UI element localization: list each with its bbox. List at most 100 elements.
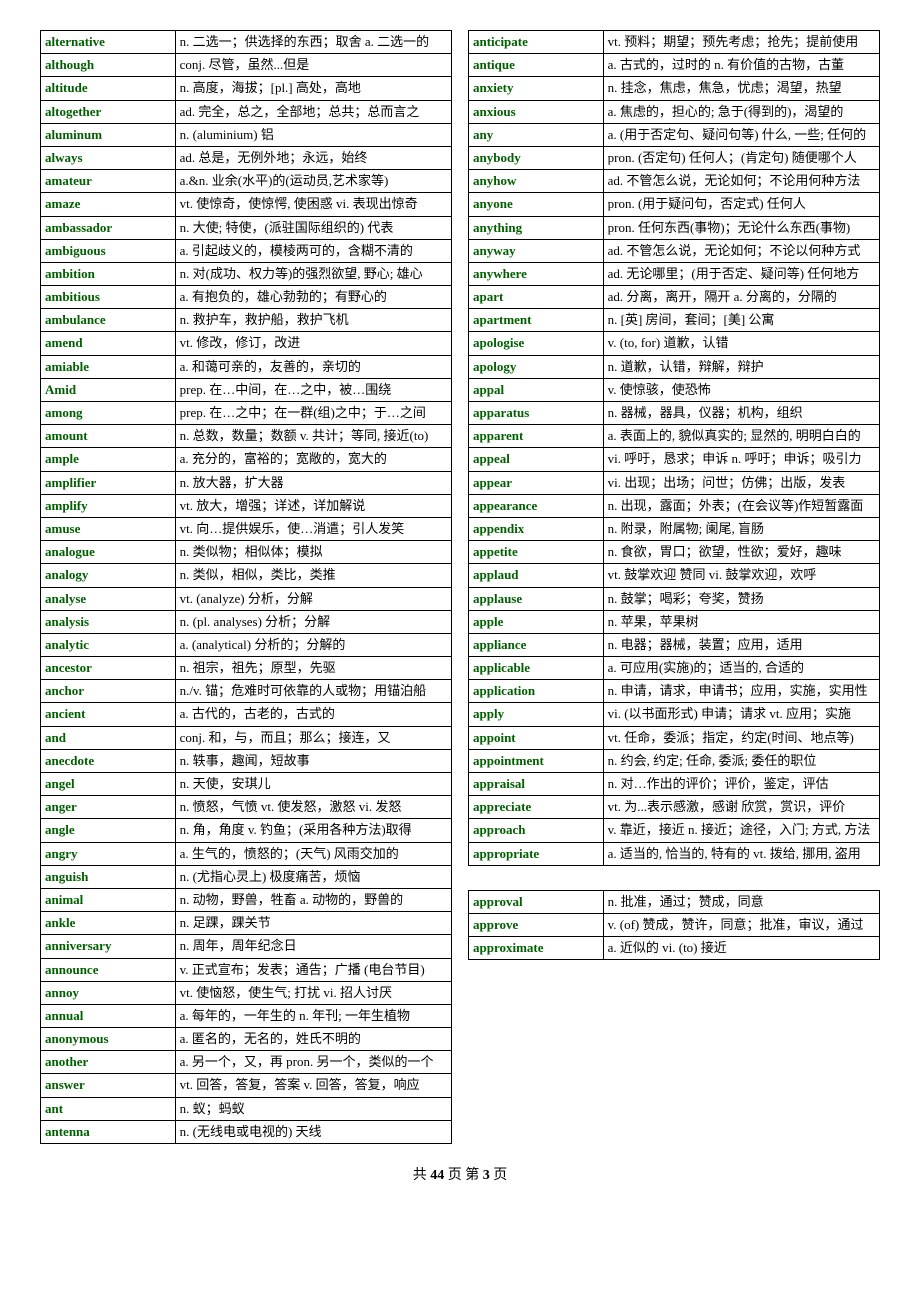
definition-cell: ad. 不管怎么说，无论如何；不论以何种方式 (603, 239, 879, 262)
word-cell: ancestor (41, 657, 176, 680)
word-cell: answer (41, 1074, 176, 1097)
definition-cell: v. (of) 赞成，赞许，同意；批准，审议，通过 (603, 913, 879, 936)
definition-cell: vt. (analyze) 分析，分解 (175, 587, 451, 610)
table-row: apologyn. 道歉，认错，辩解，辩护 (469, 355, 880, 378)
definition-cell: a. 匿名的，无名的，姓氏不明的 (175, 1028, 451, 1051)
definition-cell: n. 足踝，踝关节 (175, 912, 451, 935)
word-cell: apologise (469, 332, 604, 355)
word-cell: approve (469, 913, 604, 936)
definition-cell: n. 愤怒，气愤 vt. 使发怒，激怒 vi. 发怒 (175, 796, 451, 819)
definition-cell: n. 高度，海拔；[pl.] 高处，高地 (175, 77, 451, 100)
word-cell: anecdote (41, 749, 176, 772)
page-footer: 共 44 页 第 3 页 (40, 1164, 880, 1204)
word-cell: any (469, 123, 604, 146)
table-row: appendixn. 附录，附属物; 阑尾, 盲肠 (469, 517, 880, 540)
word-cell: amplifier (41, 471, 176, 494)
table-row: answervt. 回答，答复，答案 v. 回答，答复，响应 (41, 1074, 452, 1097)
word-cell: amateur (41, 170, 176, 193)
definition-cell: n./v. 锚；危难时可依靠的人或物；用锚泊船 (175, 680, 451, 703)
table-row: anklen. 足踝，踝关节 (41, 912, 452, 935)
definition-cell: prep. 在…之中；在一群(组)之中；于…之间 (175, 402, 451, 425)
two-column-layout: alternativen. 二选一；供选择的东西；取舍 a. 二选一的altho… (40, 30, 880, 1144)
word-cell: apart (469, 286, 604, 309)
table-row: appraisaln. 对…作出的评价；评价，鉴定，评估 (469, 773, 880, 796)
definition-cell: conj. 尽管，虽然...但是 (175, 54, 451, 77)
definition-cell: a. 焦虑的，担心的; 急于(得到的)，渴望的 (603, 100, 879, 123)
word-cell: anyone (469, 193, 604, 216)
definition-cell: n. 电器；器械，装置；应用，适用 (603, 633, 879, 656)
table-row: anyonepron. (用于疑问句，否定式) 任何人 (469, 193, 880, 216)
table-row: angern. 愤怒，气愤 vt. 使发怒，激怒 vi. 发怒 (41, 796, 452, 819)
definition-cell: v. (to, for) 道歉，认错 (603, 332, 879, 355)
table-row: ambitionn. 对(成功、权力等)的强烈欲望, 野心; 雄心 (41, 262, 452, 285)
definition-cell: n. 蚁；蚂蚁 (175, 1097, 451, 1120)
definition-cell: pron. (否定句) 任何人；(肯定句) 随便哪个人 (603, 146, 879, 169)
word-cell: applicable (469, 657, 604, 680)
word-cell: aluminum (41, 123, 176, 146)
table-row: angeln. 天使，安琪儿 (41, 773, 452, 796)
table-row: antiquea. 古式的，过时的 n. 有价值的古物，古董 (469, 54, 880, 77)
definition-cell: n. 对…作出的评价；评价，鉴定，评估 (603, 773, 879, 796)
table-row: anybodypron. (否定句) 任何人；(肯定句) 随便哪个人 (469, 146, 880, 169)
word-cell: anyway (469, 239, 604, 262)
word-cell: angry (41, 842, 176, 865)
table-row: appalv. 使惊骇，使恐怖 (469, 378, 880, 401)
definition-cell: n. 鼓掌；喝彩；夸奖，赞扬 (603, 587, 879, 610)
word-cell: antenna (41, 1120, 176, 1143)
table-row: anxietyn. 挂念，焦虑，焦急，忧虑；渴望，热望 (469, 77, 880, 100)
definition-cell: n. (无线电或电视的) 天线 (175, 1120, 451, 1143)
definition-cell: a. 有抱负的，雄心勃勃的；有野心的 (175, 286, 451, 309)
table-row: amplifyvt. 放大，增强；详述，详加解说 (41, 494, 452, 517)
definition-cell: ad. 不管怎么说，无论如何；不论用何种方法 (603, 170, 879, 193)
definition-cell: n. 申请，请求，申请书；应用，实施，实用性 (603, 680, 879, 703)
word-cell: ambassador (41, 216, 176, 239)
definition-cell: n. 出现，露面；外表；(在会议等)作短暂露面 (603, 494, 879, 517)
table-row: anya. (用于否定句、疑问句等) 什么, 一些; 任何的 (469, 123, 880, 146)
table-row: apologisev. (to, for) 道歉，认错 (469, 332, 880, 355)
word-cell: among (41, 402, 176, 425)
word-cell: alternative (41, 31, 176, 54)
table-row: amountn. 总数，数量；数额 v. 共计；等同, 接近(to) (41, 425, 452, 448)
table-row: altogetherad. 完全，总之，全部地；总共；总而言之 (41, 100, 452, 123)
table-row: applen. 苹果，苹果树 (469, 610, 880, 633)
definition-cell: v. 使惊骇，使恐怖 (603, 378, 879, 401)
word-cell: analogy (41, 564, 176, 587)
word-cell: applause (469, 587, 604, 610)
word-cell: ankle (41, 912, 176, 935)
table-row: amplea. 充分的，富裕的；宽敞的，宽大的 (41, 448, 452, 471)
table-row: alwaysad. 总是，无例外地；永远，始终 (41, 146, 452, 169)
definition-cell: vt. 使恼怒，使生气; 打扰 vi. 招人讨厌 (175, 981, 451, 1004)
table-row: althoughconj. 尽管，虽然...但是 (41, 54, 452, 77)
word-cell: appearance (469, 494, 604, 517)
definition-cell: n. (尤指心灵上) 极度痛苦，烦恼 (175, 865, 451, 888)
word-cell: apology (469, 355, 604, 378)
word-cell: ambulance (41, 309, 176, 332)
definition-cell: n. 放大器，扩大器 (175, 471, 451, 494)
word-cell: amend (41, 332, 176, 355)
table-row: aluminumn. (aluminium) 铝 (41, 123, 452, 146)
definition-cell: v. 正式宣布；发表；通告；广播 (电台节目) (175, 958, 451, 981)
word-cell: anxious (469, 100, 604, 123)
word-cell: anniversary (41, 935, 176, 958)
table-row: amazevt. 使惊奇，使惊愕, 使困惑 vi. 表现出惊奇 (41, 193, 452, 216)
definition-cell: a. 近似的 vi. (to) 接近 (603, 937, 879, 960)
word-cell: appliance (469, 633, 604, 656)
definition-cell: pron. 任何东西(事物)；无论什么东西(事物) (603, 216, 879, 239)
word-cell: appraisal (469, 773, 604, 796)
definition-cell: a. 充分的，富裕的；宽敞的，宽大的 (175, 448, 451, 471)
table-row: altituden. 高度，海拔；[pl.] 高处，高地 (41, 77, 452, 100)
table-row: ambiguousa. 引起歧义的，模棱两可的，含糊不清的 (41, 239, 452, 262)
table-row: announcev. 正式宣布；发表；通告；广播 (电台节目) (41, 958, 452, 981)
table-row: analytica. (analytical) 分析的；分解的 (41, 633, 452, 656)
definition-cell: a. 可应用(实施)的；适当的, 合适的 (603, 657, 879, 680)
word-cell: approximate (469, 937, 604, 960)
word-cell: anonymous (41, 1028, 176, 1051)
table-row: anywheread. 无论哪里；(用于否定、疑问等) 任何地方 (469, 262, 880, 285)
definition-cell: n. 挂念，焦虑，焦急，忧虑；渴望，热望 (603, 77, 879, 100)
word-cell: approval (469, 890, 604, 913)
definition-cell: n. 对(成功、权力等)的强烈欲望, 野心; 雄心 (175, 262, 451, 285)
word-cell: amaze (41, 193, 176, 216)
table-row: animaln. 动物，野兽，牲畜 a. 动物的，野兽的 (41, 888, 452, 911)
table-row: applaudvt. 鼓掌欢迎 赞同 vi. 鼓掌欢迎，欢呼 (469, 564, 880, 587)
table-row: alternativen. 二选一；供选择的东西；取舍 a. 二选一的 (41, 31, 452, 54)
